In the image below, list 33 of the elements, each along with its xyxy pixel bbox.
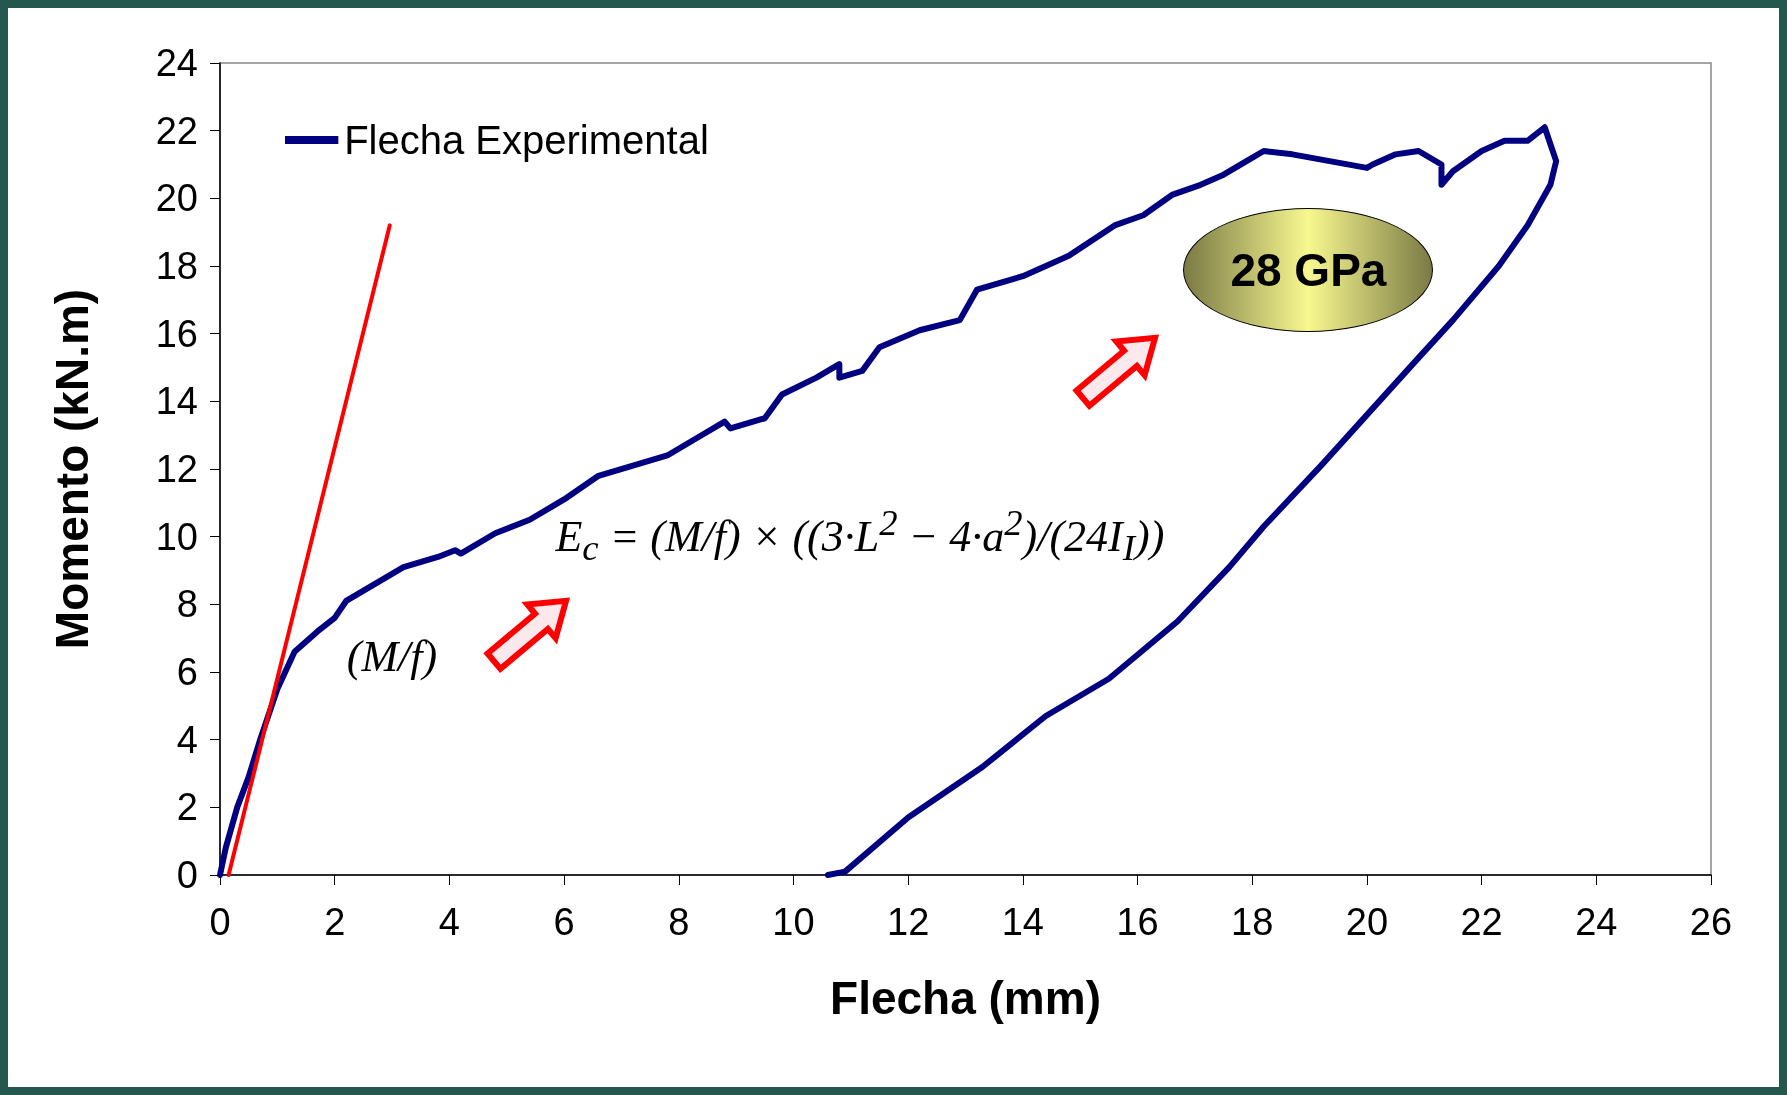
x-tick-label: 24 — [1575, 901, 1618, 943]
y-tick-label: 18 — [155, 245, 198, 287]
annotation: (M/f) — [346, 631, 438, 683]
x-tick-label: 18 — [1231, 901, 1274, 943]
y-tick-label: 22 — [155, 109, 198, 152]
annotation: 28 GPa — [1230, 243, 1387, 298]
y-tick-label: 14 — [155, 380, 198, 423]
y-tick-label: 24 — [155, 42, 198, 84]
x-tick-label: 10 — [772, 901, 815, 943]
y-tick-label: 2 — [176, 786, 198, 829]
y-axis-title: Momento (kN.m) — [46, 288, 98, 650]
x-tick-label: 16 — [1116, 901, 1159, 943]
legend-label: Flecha Experimental — [344, 118, 709, 162]
x-axis-title: Flecha (mm) — [830, 972, 1101, 1024]
y-tick-label: 0 — [176, 854, 198, 896]
x-tick-label: 20 — [1345, 901, 1389, 943]
y-tick-label: 12 — [155, 448, 198, 490]
x-tick-label: 14 — [1001, 901, 1044, 943]
x-tick-label: 12 — [887, 901, 930, 943]
x-tick-label: 2 — [324, 901, 346, 943]
y-tick-label: 20 — [155, 177, 198, 220]
y-tick-label: 16 — [155, 312, 198, 355]
x-tick-label: 0 — [209, 901, 231, 943]
y-tick-label: 10 — [155, 515, 198, 558]
y-tick-label: 6 — [176, 651, 198, 693]
x-tick-label: 22 — [1460, 901, 1503, 943]
x-tick-label: 26 — [1689, 901, 1733, 943]
x-tick-label: 4 — [438, 901, 460, 943]
y-tick-label: 4 — [176, 718, 198, 761]
text: E$_{c}$ = (M/f) × ((3·L$^{2}$ − 4·a$^{2}$)/(24I$_{I}$)) — [555, 502, 1165, 569]
y-tick-label: 8 — [176, 583, 198, 626]
x-tick-label: 6 — [553, 901, 575, 943]
x-tick-label: 8 — [668, 901, 690, 943]
